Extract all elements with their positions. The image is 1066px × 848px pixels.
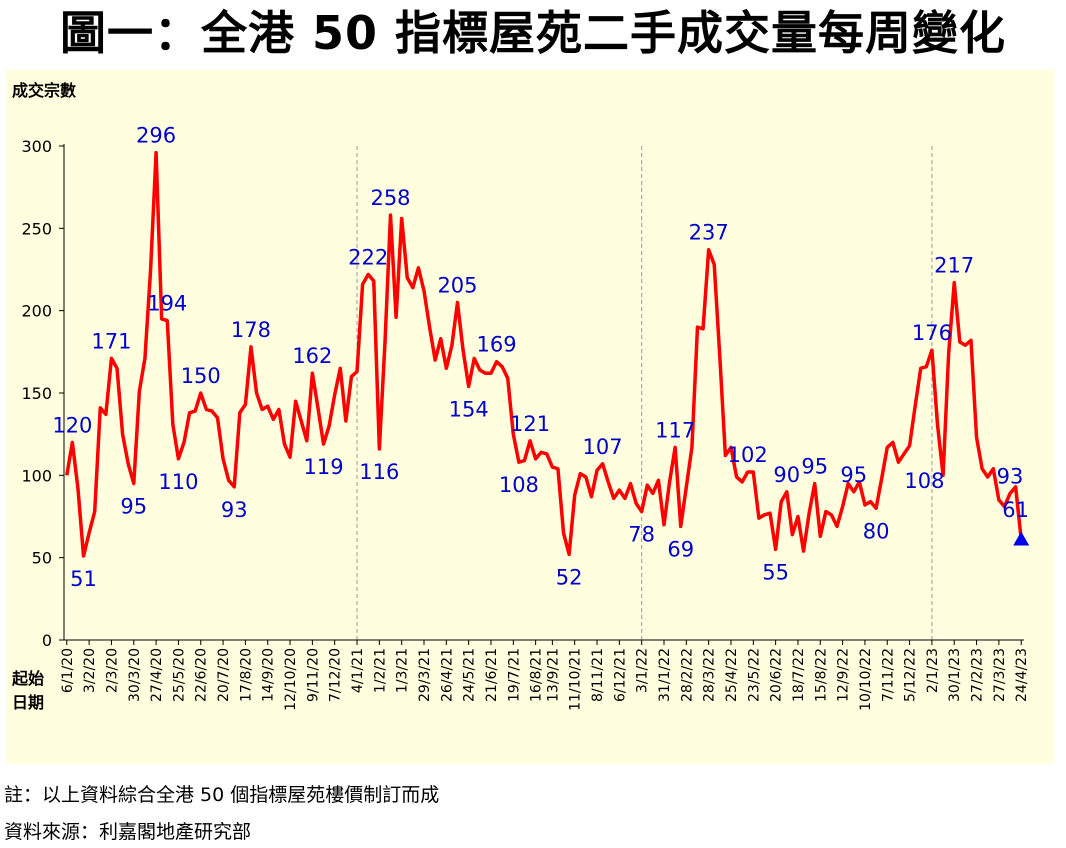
x-tick-label: 29/3/21 (417, 648, 433, 702)
data-label: 55 (762, 560, 789, 584)
x-tick-label: 22/6/20 (194, 648, 210, 702)
chart-title: 圖一：全港 50 指標屋苑二手成交量每周變化 (59, 6, 1007, 60)
y-tick-label: 0 (42, 631, 52, 650)
data-label: 61 (1002, 498, 1029, 522)
data-label: 258 (370, 186, 410, 210)
source-note: 資料來源：利嘉閣地產研究部 (4, 821, 252, 843)
data-label: 116 (359, 460, 399, 484)
data-label: 222 (348, 245, 388, 269)
x-tick-label: 24/4/23 (1014, 648, 1030, 702)
x-tick-label: 1/2/21 (372, 648, 388, 693)
data-label: 110 (158, 470, 198, 494)
x-tick-label: 31/1/22 (657, 648, 673, 702)
data-label: 171 (91, 329, 131, 353)
data-label: 154 (449, 397, 489, 421)
x-tick-label: 24/5/21 (462, 648, 478, 702)
x-tick-label: 6/1/20 (60, 648, 76, 693)
data-label: 93 (221, 498, 248, 522)
chart-panel: 成交宗數 起始 日期 0 50 100 150 200 250 300 6/1/20 3/2/2… (6, 70, 1054, 764)
data-label: 162 (292, 344, 332, 368)
data-label: 95 (120, 495, 147, 519)
x-tick-label: 6/12/21 (612, 648, 628, 702)
x-tick-label: 27/2/23 (970, 648, 986, 702)
y-tick-label: 100 (21, 466, 52, 485)
x-axis-label-line-1: 起始 (11, 669, 44, 688)
y-tick-label: 300 (21, 137, 52, 156)
x-tick-label: 15/8/22 (813, 648, 829, 702)
x-tick-label: 25/4/22 (724, 648, 740, 702)
x-tick-label: 21/6/21 (484, 648, 500, 702)
x-tick-label: 25/5/20 (171, 648, 187, 702)
last-point-marker (1013, 531, 1030, 546)
x-tick-label: 13/9/21 (545, 648, 561, 702)
line-chart: 成交宗數 起始 日期 0 50 100 150 200 250 300 6/1/20 3/2/2… (11, 81, 1030, 712)
x-tick-label: 12/9/22 (836, 648, 852, 702)
x-tick-label: 20/6/22 (769, 648, 785, 702)
data-label: 176 (912, 321, 952, 345)
x-tick-label: 27/3/23 (992, 648, 1008, 702)
data-label: 95 (801, 455, 828, 479)
x-tick-label: 2/1/23 (925, 648, 941, 693)
x-tick-label: 9/11/20 (305, 648, 321, 702)
x-tick-label: 14/9/20 (261, 648, 277, 702)
data-label: 107 (583, 435, 623, 459)
data-label: 296 (136, 124, 176, 148)
data-label: 102 (728, 443, 768, 467)
data-label: 93 (997, 464, 1024, 488)
x-tick-label: 4/1/21 (350, 648, 366, 693)
data-label: 205 (437, 273, 477, 297)
data-label: 80 (863, 519, 890, 543)
y-axis-label: 成交宗數 (12, 81, 76, 100)
x-tick-label: 7/11/22 (880, 648, 896, 702)
x-tick-label: 7/12/20 (328, 648, 344, 702)
x-tick-label: 28/2/22 (679, 648, 695, 702)
footnote: 註：以上資料綜合全港 50 個指標屋苑樓價制訂而成 (4, 784, 440, 806)
data-label: 121 (510, 412, 550, 436)
data-label: 78 (628, 523, 655, 547)
x-tick-label: 1/3/21 (395, 648, 411, 693)
data-label: 178 (231, 318, 271, 342)
data-label: 120 (52, 413, 92, 437)
data-label: 69 (667, 537, 694, 561)
x-tick-label: 16/8/21 (529, 648, 545, 702)
data-label: 117 (655, 418, 695, 442)
x-tick-label: 18/7/22 (791, 648, 807, 702)
x-tick-label: 17/8/20 (238, 648, 254, 702)
x-tick-label: 30/3/20 (127, 648, 143, 702)
x-tick-label: 20/7/20 (216, 648, 232, 702)
x-tick-label: 19/7/21 (506, 648, 522, 702)
x-tick-label: 5/12/22 (903, 648, 919, 702)
x-axis-label-line-2: 日期 (12, 693, 44, 712)
x-tick-label: 30/1/23 (947, 648, 963, 702)
series-line (65, 150, 1023, 558)
y-tick-label: 200 (21, 302, 52, 321)
data-label: 217 (934, 254, 974, 278)
x-tick-label: 12/10/20 (283, 648, 299, 711)
data-label: 169 (477, 333, 517, 357)
y-tick-label: 150 (21, 384, 52, 403)
y-tick-label: 250 (21, 219, 52, 238)
data-label: 119 (303, 455, 343, 479)
x-tick-label: 2/3/20 (104, 648, 120, 693)
data-label: 52 (556, 565, 583, 589)
data-label: 108 (904, 469, 944, 493)
y-tick-label: 50 (32, 549, 52, 568)
x-tick-label: 26/4/21 (439, 648, 455, 702)
data-label: 150 (181, 364, 221, 388)
x-tick-label: 23/5/22 (746, 648, 762, 702)
x-tick-label: 27/4/20 (149, 648, 165, 702)
x-tick-label: 3/2/20 (82, 648, 98, 693)
data-label: 90 (773, 463, 800, 487)
x-tick-label: 3/1/22 (635, 648, 651, 693)
x-tick-label: 8/11/21 (590, 648, 606, 702)
data-label: 95 (840, 463, 867, 487)
x-tick-label: 10/10/22 (858, 648, 874, 711)
x-tick-label: 28/3/22 (702, 648, 718, 702)
x-tick-label: 11/10/21 (568, 648, 584, 711)
data-label: 108 (499, 473, 539, 497)
data-label: 194 (147, 292, 187, 316)
data-label: 51 (70, 567, 97, 591)
data-label: 237 (689, 221, 729, 245)
